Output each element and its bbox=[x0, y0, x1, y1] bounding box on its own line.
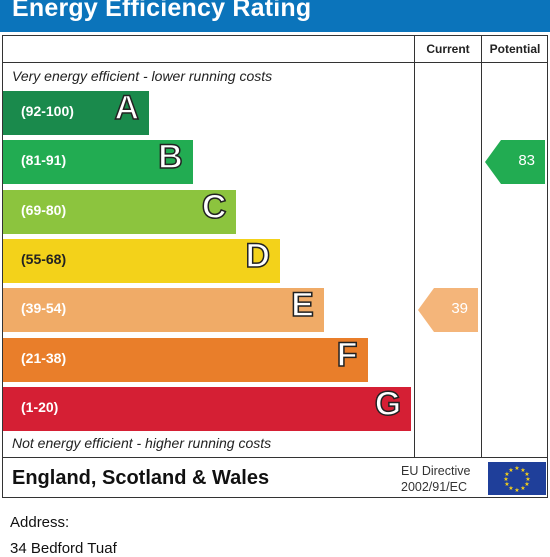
divider-current bbox=[414, 35, 415, 458]
potential-column-header: Potential bbox=[489, 42, 541, 56]
page-title: Energy Efficiency Rating bbox=[12, 0, 312, 22]
band-letter-a: A bbox=[114, 88, 140, 128]
eu-flag-stars: ★ ★★ ★★★ ★★★ ★★★ bbox=[503, 465, 530, 494]
svg-text:★: ★ bbox=[514, 465, 519, 472]
band-letter-f: F bbox=[336, 335, 358, 375]
eu-directive: EU Directive 2002/91/EC bbox=[401, 463, 470, 495]
potential-marker-arrow bbox=[485, 140, 545, 185]
rating-band-c: (69-80) C bbox=[3, 187, 237, 234]
rating-band-a: (92-100) A bbox=[3, 88, 149, 135]
svg-text:★: ★ bbox=[504, 481, 509, 488]
rating-band-g: (1-20) G bbox=[3, 384, 412, 431]
current-column-header: Current bbox=[426, 42, 470, 56]
svg-text:★: ★ bbox=[524, 471, 529, 478]
svg-text:★: ★ bbox=[520, 485, 525, 492]
current-rating-value: 39 bbox=[451, 300, 468, 318]
svg-text:★: ★ bbox=[520, 467, 525, 474]
footer-rule bbox=[2, 457, 548, 458]
band-range-c: (69-80) bbox=[21, 201, 67, 218]
svg-text:★: ★ bbox=[514, 487, 519, 494]
rating-frame bbox=[2, 35, 548, 498]
eu-directive-line1: EU Directive bbox=[401, 464, 471, 478]
band-letter-e: E bbox=[290, 285, 314, 325]
svg-text:★: ★ bbox=[524, 481, 529, 488]
divider-potential bbox=[481, 35, 482, 458]
rating-band-b: (81-91) B bbox=[3, 138, 193, 185]
svg-text:★: ★ bbox=[503, 476, 508, 483]
eu-directive-line2: 2002/91/EC bbox=[401, 480, 468, 494]
current-marker-arrow bbox=[418, 288, 478, 333]
current-rating-marker: 39 bbox=[418, 288, 478, 333]
svg-text:★: ★ bbox=[508, 467, 513, 474]
svg-text:★: ★ bbox=[508, 485, 513, 492]
rating-band-e: (39-54) E bbox=[3, 285, 324, 333]
eu-flag-icon: ★ ★ ★ ★ ★ ★ ★ ★ ★ ★ ★ ★ bbox=[488, 462, 546, 495]
rating-band-f: (21-38) F bbox=[3, 335, 368, 382]
header-rule bbox=[2, 62, 548, 63]
caption-efficient: Very energy efficient - lower running co… bbox=[12, 68, 273, 84]
band-range-d: (55-68) bbox=[21, 250, 67, 267]
band-range-g: (1-20) bbox=[21, 398, 59, 415]
band-letter-b: B bbox=[157, 138, 183, 178]
potential-rating-value: 83 bbox=[518, 152, 535, 170]
rating-band-d: (55-68) D bbox=[3, 236, 281, 283]
svg-text:★: ★ bbox=[504, 471, 509, 478]
country-label: England, Scotland & Wales bbox=[12, 467, 270, 489]
svg-text:★: ★ bbox=[525, 476, 530, 483]
band-range-a: (92-100) bbox=[21, 103, 74, 119]
band-letter-g: G bbox=[374, 384, 402, 424]
band-letter-c: C bbox=[201, 187, 227, 227]
address-value: 34 Bedford Tuaf bbox=[10, 540, 117, 557]
band-range-e: (39-54) bbox=[21, 300, 67, 317]
header-bar: Energy Efficiency Rating bbox=[0, 0, 550, 32]
potential-rating-marker: 83 bbox=[485, 140, 545, 185]
caption-inefficient: Not energy efficient - higher running co… bbox=[12, 435, 272, 451]
band-range-b: (81-91) bbox=[21, 152, 67, 169]
band-range-f: (21-38) bbox=[21, 349, 67, 366]
address-label: Address: bbox=[10, 514, 70, 531]
band-letter-d: D bbox=[245, 236, 271, 276]
